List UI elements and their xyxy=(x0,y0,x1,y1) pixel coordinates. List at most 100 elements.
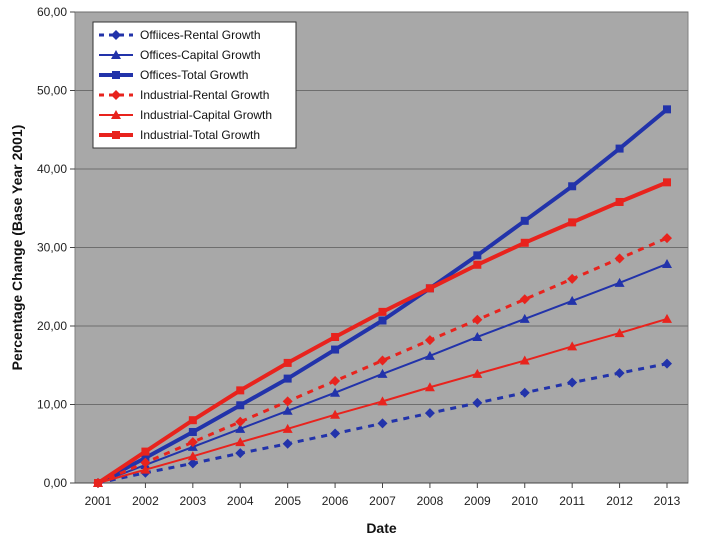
y-tick-label: 10,00 xyxy=(37,398,67,412)
legend-item: Industrial-Rental Growth xyxy=(99,88,269,102)
x-tick-label: 2004 xyxy=(227,494,254,508)
x-tick-label: 2008 xyxy=(417,494,444,508)
data-point xyxy=(567,341,578,351)
legend-item: Offiices-Rental Growth xyxy=(99,28,261,42)
data-point xyxy=(520,238,529,247)
data-point xyxy=(282,423,293,433)
data-point xyxy=(473,260,482,269)
legend-label: Offices-Capital Growth xyxy=(140,48,261,62)
y-axis-title: Percentage Change (Base Year 2001) xyxy=(9,125,25,371)
data-point xyxy=(235,448,246,459)
y-tick-label: 50,00 xyxy=(37,84,67,98)
data-point xyxy=(519,387,530,398)
x-tick-label: 2011 xyxy=(559,494,585,508)
data-point xyxy=(140,457,151,468)
data-point xyxy=(377,355,388,366)
legend-swatch-marker xyxy=(111,30,121,40)
data-point xyxy=(614,368,625,379)
series-6 xyxy=(94,178,671,487)
data-point xyxy=(472,314,483,325)
legend-item: Offices-Total Growth xyxy=(99,68,248,82)
data-point xyxy=(424,408,435,419)
y-axis-ticks: 0,00 10,00 20,00 30,00 40,00 50,00 60,00 xyxy=(37,5,75,490)
legend-box xyxy=(92,21,297,149)
series-layer xyxy=(93,105,672,488)
data-point xyxy=(473,251,482,260)
data-point xyxy=(662,258,672,268)
gridlines xyxy=(75,11,688,405)
x-tick-label: 2009 xyxy=(464,494,491,508)
data-point xyxy=(330,409,341,419)
data-point xyxy=(236,386,245,395)
data-point xyxy=(377,396,388,406)
x-axis-ticks: 2001 2002 2003 2004 2005 2006 2007 2008 2009 2010… xyxy=(75,482,688,508)
legend: Offiices-Rental Growth Offices-Capital Gr… xyxy=(92,21,297,149)
data-point xyxy=(663,178,671,187)
data-point xyxy=(283,358,292,367)
data-point xyxy=(282,438,293,449)
legend-item: Industrial-Total Growth xyxy=(99,128,260,142)
data-point xyxy=(567,273,578,284)
data-point xyxy=(330,428,341,439)
series-5 xyxy=(93,313,672,487)
legend-label: Industrial-Total Growth xyxy=(140,128,260,142)
series-3 xyxy=(94,105,671,487)
data-point xyxy=(330,375,341,386)
data-point xyxy=(614,253,625,264)
data-point xyxy=(662,233,672,244)
data-point xyxy=(282,405,293,415)
x-tick-label: 2012 xyxy=(606,494,633,508)
data-point xyxy=(140,464,151,474)
legend-item: Industrial-Capital Growth xyxy=(99,108,272,122)
legend-swatch-marker xyxy=(111,110,121,119)
data-point xyxy=(236,401,245,410)
x-tick-label: 2010 xyxy=(511,494,538,508)
legend-item: Offices-Capital Growth xyxy=(99,48,261,62)
data-point xyxy=(283,374,292,383)
data-point xyxy=(520,216,529,225)
y-tick-label: 30,00 xyxy=(37,241,67,255)
legend-label: Offiices-Rental Growth xyxy=(140,28,261,42)
data-point xyxy=(235,423,246,433)
legend-label: Industrial-Capital Growth xyxy=(140,108,272,122)
data-point xyxy=(425,284,434,293)
data-point xyxy=(424,382,435,392)
data-point xyxy=(377,418,388,429)
data-point xyxy=(331,332,340,341)
data-point xyxy=(472,397,483,408)
data-point xyxy=(519,294,530,305)
x-tick-label: 2006 xyxy=(322,494,349,508)
legend-swatch-marker xyxy=(111,90,121,100)
data-point xyxy=(663,105,671,114)
data-point xyxy=(424,335,435,346)
data-point xyxy=(282,396,293,407)
y-tick-label: 0,00 xyxy=(44,476,68,490)
data-point xyxy=(614,277,625,287)
data-point xyxy=(568,218,577,227)
legend-swatch-marker xyxy=(112,71,120,79)
data-point xyxy=(187,451,198,461)
y-tick-label: 60,00 xyxy=(37,5,67,19)
data-point xyxy=(567,295,578,305)
data-point xyxy=(187,437,198,448)
data-point xyxy=(662,358,672,369)
data-point xyxy=(662,313,672,323)
x-tick-label: 2007 xyxy=(369,494,396,508)
data-point xyxy=(472,368,483,378)
x-axis-title: Date xyxy=(366,520,397,536)
data-point xyxy=(568,182,577,191)
data-point xyxy=(235,416,246,427)
y-tick-label: 20,00 xyxy=(37,319,67,333)
data-point xyxy=(94,479,102,487)
legend-label: Industrial-Rental Growth xyxy=(140,88,269,102)
x-tick-label: 2003 xyxy=(179,494,206,508)
x-tick-label: 2002 xyxy=(132,494,159,508)
data-point xyxy=(330,387,341,397)
data-point xyxy=(235,437,246,447)
data-point xyxy=(378,307,387,316)
x-tick-label: 2013 xyxy=(654,494,681,508)
y-tick-label: 40,00 xyxy=(37,162,67,176)
data-point xyxy=(187,458,198,469)
data-point xyxy=(331,345,340,354)
